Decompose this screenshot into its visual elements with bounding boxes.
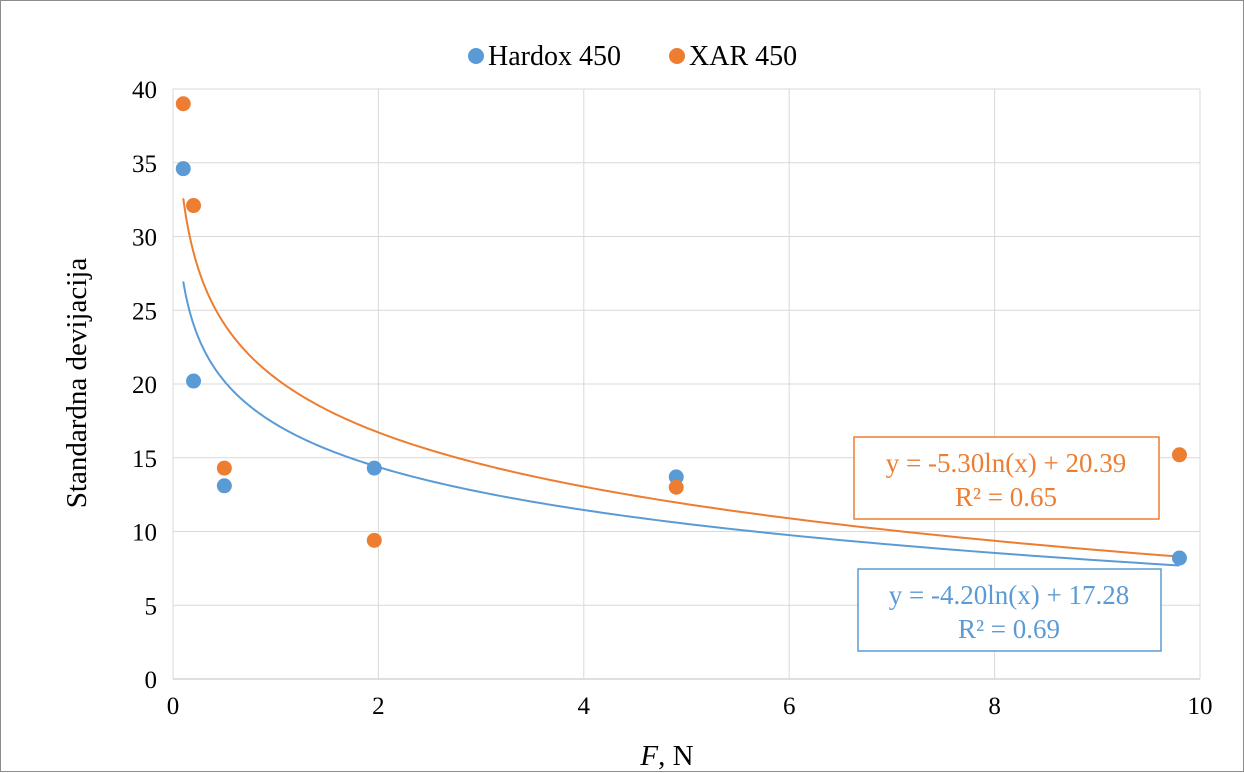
tick-label-layer: 0 5 10 15 20 25 30 35 40 0 2 4 6 8 10	[132, 77, 1213, 720]
hardox-trendline	[182, 281, 1180, 567]
legend-marker-xar	[669, 48, 685, 64]
xar-equation-text: y = -5.30ln(x) + 20.39	[886, 448, 1126, 478]
hardox-r2-text: R² = 0.69	[958, 614, 1060, 644]
xar-data-point	[668, 479, 684, 495]
y-tick-label: 10	[132, 520, 157, 547]
x-axis-title-unit: , N	[658, 740, 694, 772]
y-tick-label: 0	[145, 667, 158, 694]
y-tick-label: 15	[132, 446, 157, 473]
x-tick-label: 10	[1188, 693, 1213, 720]
x-axis-title-variable: F	[639, 740, 658, 772]
y-axis-title: Standardna devijacija	[61, 258, 93, 509]
hardox-data-point	[186, 373, 202, 389]
y-tick-label: 30	[132, 225, 157, 252]
xar-data-point	[366, 532, 382, 548]
x-tick-label: 6	[783, 693, 796, 720]
hardox-data-point	[216, 478, 232, 494]
y-tick-label: 40	[132, 77, 157, 104]
x-tick-label: 4	[578, 693, 591, 720]
y-tick-label: 35	[132, 151, 157, 178]
xar-r2-text: R² = 0.65	[955, 482, 1057, 512]
xar-trendline	[182, 198, 1180, 558]
hardox-data-point	[1171, 550, 1187, 566]
data-point-layer	[175, 96, 1187, 566]
y-tick-label: 5	[145, 593, 158, 620]
legend-label-xar: XAR 450	[689, 41, 797, 72]
x-tick-label: 0	[167, 693, 180, 720]
hardox-data-point	[366, 460, 382, 476]
hardox-equation-box: y = -4.20ln(x) + 17.28 R² = 0.69	[857, 568, 1162, 652]
legend-label-hardox: Hardox 450	[488, 41, 621, 72]
xar-data-point	[175, 96, 191, 112]
y-tick-label: 25	[132, 298, 157, 325]
xar-data-point	[186, 198, 202, 214]
y-tick-label: 20	[132, 372, 157, 399]
hardox-equation-text: y = -4.20ln(x) + 17.28	[889, 580, 1129, 610]
x-axis-title: F, N	[639, 740, 693, 772]
trendline-layer	[182, 198, 1180, 567]
hardox-data-point	[175, 161, 191, 177]
hardox-data-point	[668, 469, 684, 485]
legend: Hardox 450 XAR 450	[468, 41, 797, 72]
xar-equation-box: y = -5.30ln(x) + 20.39 R² = 0.65	[853, 436, 1160, 520]
xar-data-point	[1171, 447, 1187, 463]
xar-data-point	[216, 460, 232, 476]
x-tick-label: 2	[372, 693, 385, 720]
legend-marker-hardox	[468, 48, 484, 64]
x-tick-label: 8	[988, 693, 1001, 720]
